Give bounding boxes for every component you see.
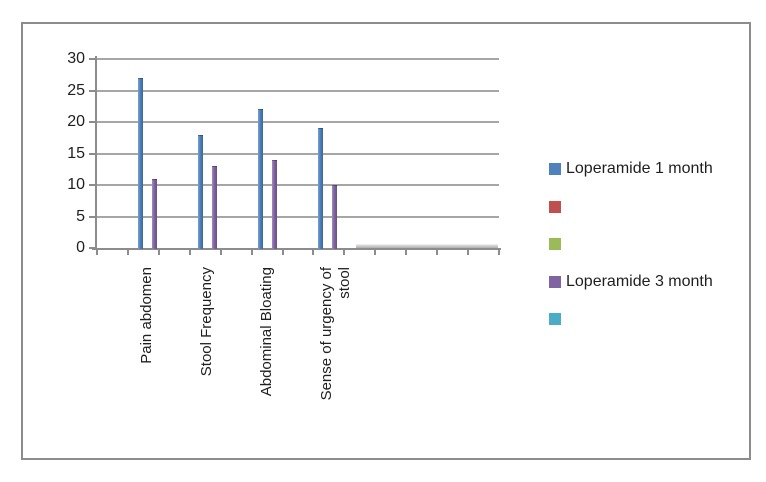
x-axis-tick (281, 250, 284, 255)
legend-swatch (549, 238, 561, 250)
x-axis-tick (374, 250, 377, 255)
x-axis-tick (436, 250, 439, 255)
x-axis-tick (498, 250, 500, 255)
x-category-label: Pain abdomen (138, 267, 155, 364)
gridline (97, 89, 499, 92)
gridline (97, 215, 499, 218)
legend-label: Loperamide 1 month (566, 160, 713, 177)
x-axis-tick (96, 250, 98, 255)
x-axis-tick (188, 250, 191, 255)
x-category-label: stool (336, 267, 353, 299)
bar-Loperamide 3 month-3 (331, 185, 337, 249)
gridline (97, 58, 499, 60)
y-axis-tick (89, 215, 97, 218)
y-tick-label: 20 (67, 113, 85, 130)
bar-Loperamide 1 month-0 (137, 77, 143, 249)
y-axis-tick (89, 58, 97, 60)
legend-swatch (549, 275, 561, 288)
x-category-label: Abdominal Bloating (258, 267, 275, 397)
y-tick-label: 10 (67, 176, 85, 193)
x-axis-tick (157, 250, 160, 255)
y-tick-label: 30 (67, 50, 85, 67)
y-tick-label: 25 (67, 81, 85, 99)
bar-Loperamide 1 month-3 (317, 128, 323, 249)
x-axis-tick (405, 250, 408, 255)
bar-Loperamide 1 month-2 (257, 109, 263, 249)
x-category-label: Sense of urgency of (318, 267, 335, 401)
x-axis-line (92, 248, 501, 250)
x-axis-tick (343, 250, 346, 255)
bar-Loperamide 3 month-2 (271, 159, 277, 249)
y-axis-line (95, 56, 97, 250)
gridline (97, 152, 499, 155)
legend-swatch (549, 200, 561, 213)
x-axis-tick (312, 250, 315, 255)
legend-swatch (549, 313, 561, 325)
y-axis-tick (89, 121, 97, 123)
gridline (97, 184, 499, 186)
y-axis-tick (89, 89, 97, 92)
bar-Loperamide 1 month-1 (197, 134, 203, 249)
x-axis-tick (467, 250, 470, 255)
gridline (97, 121, 499, 123)
y-tick-label: 15 (67, 144, 85, 162)
y-tick-label: 0 (76, 239, 85, 256)
y-tick-label: 5 (76, 207, 85, 225)
axis-floor (356, 244, 498, 249)
x-category-label: Stool Frequency (198, 267, 215, 377)
x-axis-tick (219, 250, 222, 255)
legend-label: Loperamide 3 month (566, 272, 713, 290)
legend-swatch (549, 163, 561, 175)
x-axis-tick (250, 250, 253, 255)
y-axis-tick (89, 152, 97, 155)
x-axis-tick (126, 250, 129, 255)
y-axis-tick (89, 184, 97, 186)
bar-Loperamide 3 month-1 (211, 166, 217, 249)
chart-frame: 0 5 10 15 20 25 30 Pain abdomen Stool Frequency A… (21, 22, 751, 460)
bar-Loperamide 3 month-0 (151, 178, 157, 249)
